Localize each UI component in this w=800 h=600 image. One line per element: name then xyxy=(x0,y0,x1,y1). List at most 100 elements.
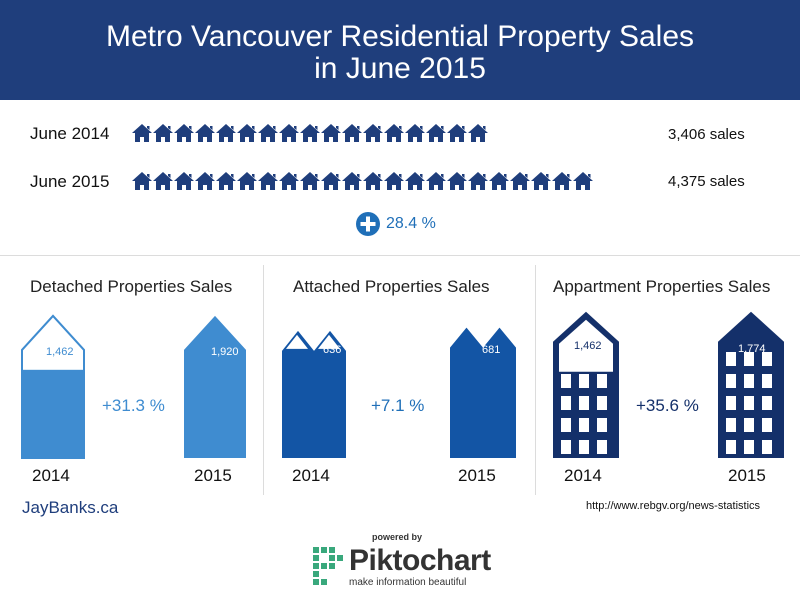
bar-value-label: 1,920 xyxy=(211,346,239,358)
divider xyxy=(263,265,264,495)
house-icon xyxy=(237,124,257,142)
window xyxy=(762,374,772,388)
house-icon xyxy=(468,124,488,142)
window xyxy=(561,418,571,432)
house-icon xyxy=(405,124,425,142)
divider xyxy=(0,255,800,256)
house-icon xyxy=(279,172,299,190)
house-icon xyxy=(153,124,173,142)
total-change-value: 28.4 % xyxy=(386,215,436,232)
window xyxy=(762,440,772,454)
house-icon xyxy=(153,172,173,190)
powered-by: powered by xyxy=(372,532,423,542)
window xyxy=(744,352,754,366)
logo-name: Piktochart xyxy=(349,544,491,577)
piktochart-logo-icon xyxy=(313,547,343,585)
house-icon xyxy=(573,172,593,190)
roof-outline xyxy=(318,334,340,349)
window xyxy=(561,396,571,410)
window xyxy=(579,396,589,410)
bar xyxy=(22,369,84,458)
window xyxy=(744,440,754,454)
house-icon xyxy=(174,172,194,190)
window xyxy=(726,418,736,432)
house-icon xyxy=(489,172,509,190)
bar-value-label: 1,462 xyxy=(46,346,74,358)
house-icon xyxy=(195,172,215,190)
house-icon xyxy=(132,124,152,142)
x-tick-label: 2015 xyxy=(728,466,766,485)
logo-tagline: make information beautiful xyxy=(349,577,467,588)
house-icon-row-2015 xyxy=(132,171,594,191)
house-icon xyxy=(132,172,152,190)
chart-title-detached: Detached Properties Sales xyxy=(30,277,233,296)
header-banner: Metro Vancouver Residential Property Sal… xyxy=(0,0,800,100)
house-icon xyxy=(174,124,194,142)
x-tick-label: 2014 xyxy=(564,466,602,485)
source-link[interactable]: http://www.rebgv.org/news-statistics xyxy=(586,500,761,512)
x-tick-label: 2014 xyxy=(32,466,70,485)
sales-value-2015: 4,375 sales xyxy=(668,173,745,190)
house-icon xyxy=(531,172,551,190)
house-icon xyxy=(279,124,299,142)
window xyxy=(726,352,736,366)
window xyxy=(597,396,607,410)
plus-circle-icon xyxy=(356,212,380,236)
window xyxy=(762,418,772,432)
bar xyxy=(282,330,346,458)
row-label-2015: June 2015 xyxy=(30,172,110,191)
bar xyxy=(184,315,246,458)
piktochart-logo[interactable]: Piktochart make information beautiful xyxy=(313,546,491,588)
chart-title-apartment: Appartment Properties Sales xyxy=(553,277,771,296)
house-icon xyxy=(300,124,320,142)
window xyxy=(762,396,772,410)
window xyxy=(579,418,589,432)
window xyxy=(579,440,589,454)
house-icon xyxy=(342,172,362,190)
bar-value-label: 636 xyxy=(323,344,342,356)
house-icon xyxy=(405,172,425,190)
x-tick-label: 2014 xyxy=(292,466,330,485)
bar-value-label: 1,774 xyxy=(738,343,766,355)
window xyxy=(762,352,772,366)
percent-change-apartment: +35.6 % xyxy=(636,396,699,415)
window xyxy=(744,396,754,410)
page-title: Metro Vancouver Residential Property Sal… xyxy=(105,20,695,53)
window xyxy=(597,418,607,432)
percent-change-attached: +7.1 % xyxy=(371,396,425,415)
window xyxy=(726,440,736,454)
house-icon xyxy=(426,172,446,190)
total-change: 28.4 % xyxy=(356,212,436,236)
house-icon xyxy=(216,172,236,190)
house-icon xyxy=(342,124,362,142)
roof-outline xyxy=(286,334,308,349)
house-icon xyxy=(426,124,446,142)
window xyxy=(744,374,754,388)
bar-value-label: 681 xyxy=(482,344,501,356)
window xyxy=(744,418,754,432)
house-icon xyxy=(447,172,467,190)
house-icon xyxy=(258,124,278,142)
house-icon xyxy=(552,172,572,190)
bar xyxy=(450,327,516,458)
house-icon xyxy=(384,172,404,190)
house-icon xyxy=(258,172,278,190)
window xyxy=(726,396,736,410)
brand-link[interactable]: JayBanks.ca xyxy=(22,498,119,517)
house-icon xyxy=(468,172,488,190)
percent-change-detached: +31.3 % xyxy=(102,396,165,415)
house-icon-row-2014 xyxy=(132,123,489,143)
divider xyxy=(535,265,536,495)
bar-value-label: 1,462 xyxy=(574,340,602,352)
window xyxy=(597,374,607,388)
house-icon xyxy=(237,172,257,190)
house-icon xyxy=(384,124,404,142)
sales-value-2014: 3,406 sales xyxy=(668,126,745,143)
window xyxy=(597,440,607,454)
house-icon xyxy=(195,124,215,142)
house-icon xyxy=(321,124,341,142)
house-icon xyxy=(321,172,341,190)
house-icon xyxy=(216,124,236,142)
